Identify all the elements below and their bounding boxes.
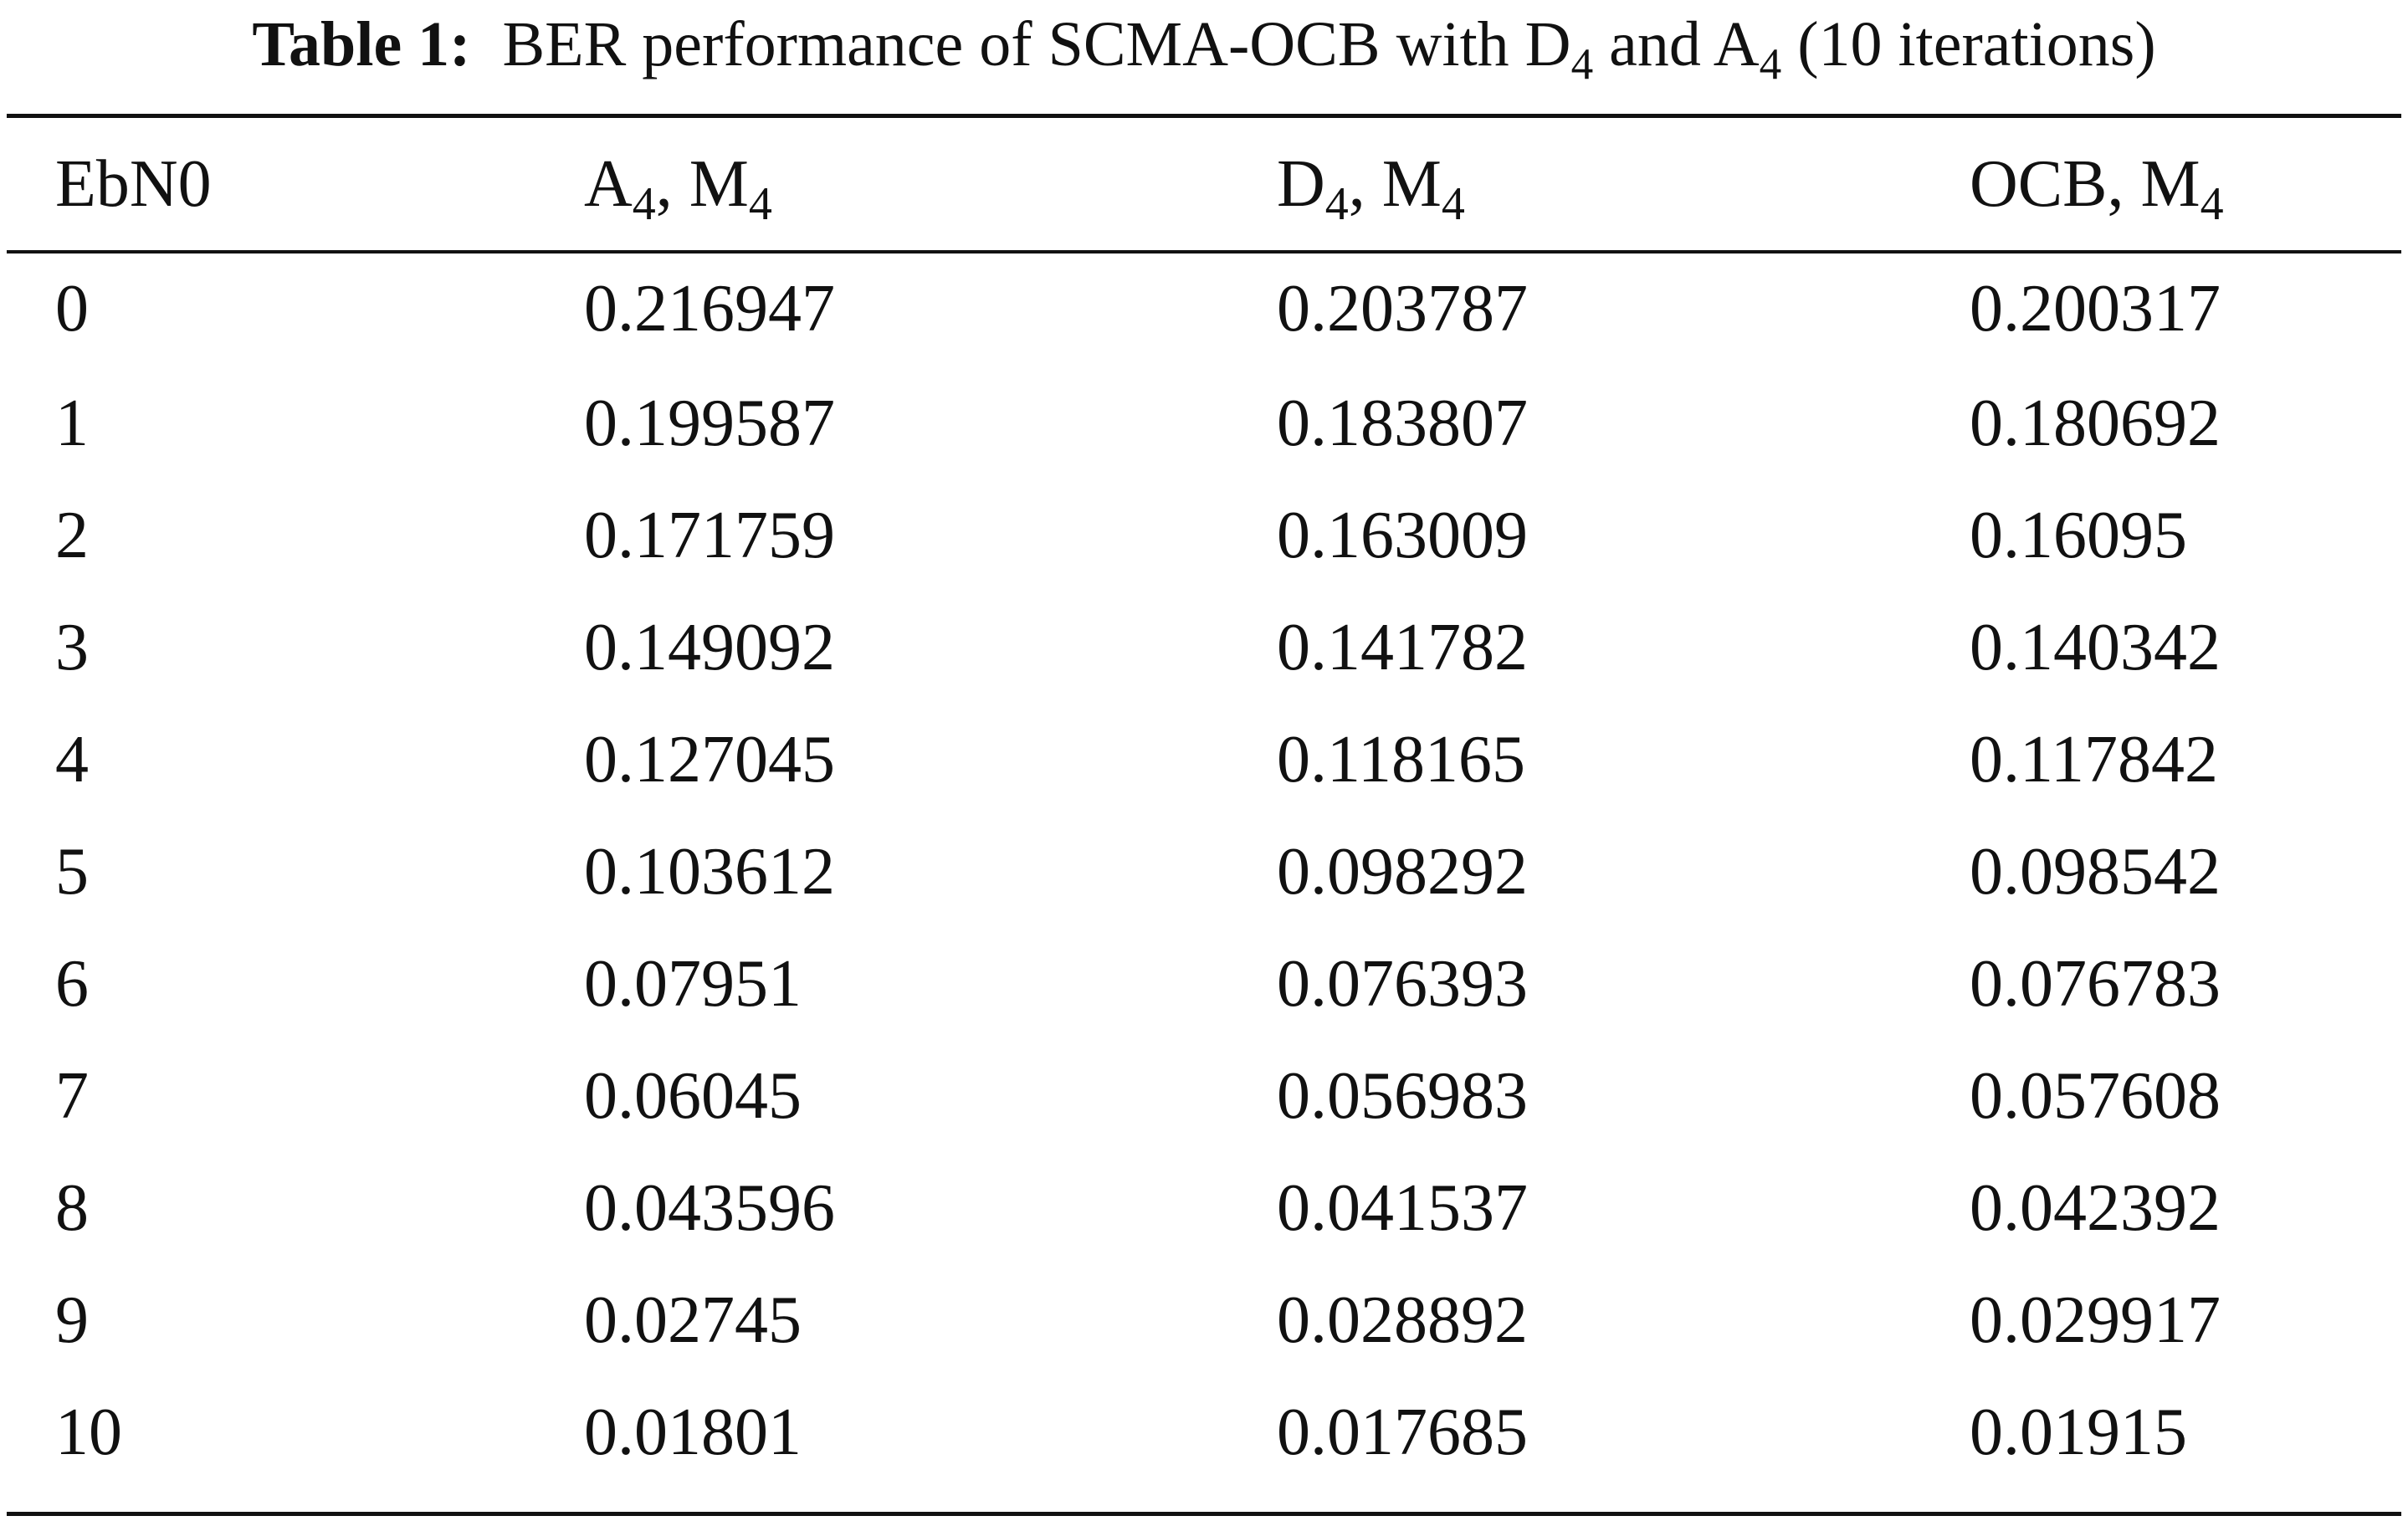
cell-d4-m4: 0.076393 xyxy=(1277,946,1528,1021)
table-caption: Table 1: BER performance of SCMA-OCB wit… xyxy=(0,7,2408,86)
cell-a4-m4: 0.216947 xyxy=(584,271,835,346)
table-row: 10 0.01801 0.017685 0.01915 xyxy=(7,1376,2401,1488)
cell-a4-m4: 0.07951 xyxy=(584,946,802,1021)
cell-a4-m4: 0.171759 xyxy=(584,498,835,572)
cell-ocb-m4: 0.076783 xyxy=(1970,946,2221,1021)
cell-a4-m4: 0.02745 xyxy=(584,1283,802,1357)
bottom-rule xyxy=(7,1512,2401,1516)
cell-ebn0: 7 xyxy=(55,1058,89,1133)
table-body: 0 0.216947 0.203787 0.200317 1 0.199587 0.1838… xyxy=(7,250,2401,1488)
caption-text-1: BER performance of SCMA-OCB with D xyxy=(502,9,1571,79)
cell-a4-m4: 0.01801 xyxy=(584,1395,802,1469)
cell-ocb-m4: 0.117842 xyxy=(1970,722,2219,796)
cell-ebn0: 4 xyxy=(55,722,89,796)
table-row: 7 0.06045 0.056983 0.057608 xyxy=(7,1040,2401,1152)
header-ebn0: EbN0 xyxy=(55,146,212,221)
table-row: 6 0.07951 0.076393 0.076783 xyxy=(7,928,2401,1040)
cell-ocb-m4: 0.01915 xyxy=(1970,1395,2187,1469)
cell-ocb-m4: 0.057608 xyxy=(1970,1058,2221,1133)
cell-ebn0: 10 xyxy=(55,1395,122,1469)
cell-ebn0: 6 xyxy=(55,946,89,1021)
cell-a4-m4: 0.149092 xyxy=(584,610,835,684)
header-ocb-m4: OCB, M4 xyxy=(1970,146,2224,231)
table-row: 2 0.171759 0.163009 0.16095 xyxy=(7,479,2401,592)
cell-d4-m4: 0.098292 xyxy=(1277,834,1528,909)
header-a4-m4: A4, M4 xyxy=(584,146,772,231)
cell-ebn0: 1 xyxy=(55,386,89,460)
cell-ebn0: 3 xyxy=(55,610,89,684)
cell-d4-m4: 0.028892 xyxy=(1277,1283,1528,1357)
cell-ocb-m4: 0.098542 xyxy=(1970,834,2221,909)
cell-ocb-m4: 0.042392 xyxy=(1970,1170,2221,1245)
cell-ebn0: 9 xyxy=(55,1283,89,1357)
table-row: 8 0.043596 0.041537 0.042392 xyxy=(7,1152,2401,1264)
cell-ocb-m4: 0.16095 xyxy=(1970,498,2187,572)
cell-a4-m4: 0.06045 xyxy=(584,1058,802,1133)
cell-ebn0: 8 xyxy=(55,1170,89,1245)
cell-a4-m4: 0.127045 xyxy=(584,722,835,796)
caption-label: Table 1: xyxy=(252,9,471,79)
cell-d4-m4: 0.056983 xyxy=(1277,1058,1528,1133)
cell-a4-m4: 0.103612 xyxy=(584,834,835,909)
table-row: 5 0.103612 0.098292 0.098542 xyxy=(7,816,2401,928)
table-row: 4 0.127045 0.118165 0.117842 xyxy=(7,704,2401,816)
cell-d4-m4: 0.017685 xyxy=(1277,1395,1528,1469)
table-row: 9 0.02745 0.028892 0.029917 xyxy=(7,1264,2401,1376)
caption-text-2: and A xyxy=(1593,9,1760,79)
caption-text-3: (10 iterations) xyxy=(1781,9,2156,79)
cell-ocb-m4: 0.200317 xyxy=(1970,271,2221,346)
table-row: 0 0.216947 0.203787 0.200317 xyxy=(7,250,2401,367)
cell-ebn0: 0 xyxy=(55,271,89,346)
cell-d4-m4: 0.163009 xyxy=(1277,498,1528,572)
cell-d4-m4: 0.183807 xyxy=(1277,386,1528,460)
table-row: 1 0.199587 0.183807 0.180692 xyxy=(7,367,2401,479)
header-rule xyxy=(7,250,2401,254)
caption-sub-2: 4 xyxy=(1759,38,1782,89)
cell-ebn0: 2 xyxy=(55,498,89,572)
header-row: EbN0 A4, M4 D4, M4 OCB, M4 xyxy=(7,118,2401,250)
top-rule xyxy=(7,114,2401,118)
caption-sub-1: 4 xyxy=(1570,38,1594,89)
cell-d4-m4: 0.118165 xyxy=(1277,722,1526,796)
cell-ebn0: 5 xyxy=(55,834,89,909)
cell-ocb-m4: 0.029917 xyxy=(1970,1283,2221,1357)
cell-ocb-m4: 0.180692 xyxy=(1970,386,2221,460)
ber-table: EbN0 A4, M4 D4, M4 OCB, M4 0 0.216947 0.20… xyxy=(7,118,2401,1488)
header-d4-m4: D4, M4 xyxy=(1277,146,1465,231)
cell-ocb-m4: 0.140342 xyxy=(1970,610,2221,684)
cell-d4-m4: 0.141782 xyxy=(1277,610,1528,684)
cell-a4-m4: 0.043596 xyxy=(584,1170,835,1245)
cell-d4-m4: 0.203787 xyxy=(1277,271,1528,346)
cell-a4-m4: 0.199587 xyxy=(584,386,835,460)
cell-d4-m4: 0.041537 xyxy=(1277,1170,1528,1245)
table-row: 3 0.149092 0.141782 0.140342 xyxy=(7,592,2401,704)
